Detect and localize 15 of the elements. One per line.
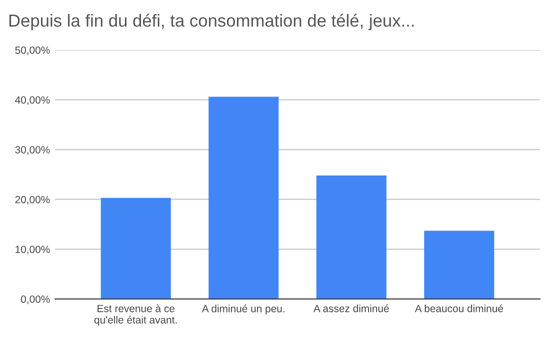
bar	[316, 175, 386, 299]
y-tick-label: 0,00%	[21, 296, 50, 304]
y-tick-label: 30,00%	[15, 146, 50, 155]
y-tick-label: 50,00%	[15, 46, 50, 56]
bar	[100, 198, 171, 299]
bar	[208, 96, 279, 299]
x-tick-label: A assez diminué	[313, 304, 389, 312]
x-tick-label: Est revenue à ce qu'elle était avant.	[94, 304, 177, 326]
x-tick-label: A diminué un peu.	[202, 304, 284, 314]
chart-title: Depuis la fin du défi, ta consommation de télé, jeux...	[9, 14, 414, 30]
y-tick-label: 20,00%	[15, 196, 50, 205]
bar	[424, 230, 494, 299]
y-tick-label: 10,00%	[16, 246, 50, 254]
x-tick-label: A beaucou diminué	[414, 304, 504, 312]
y-tick-label: 40,00%	[15, 96, 50, 105]
